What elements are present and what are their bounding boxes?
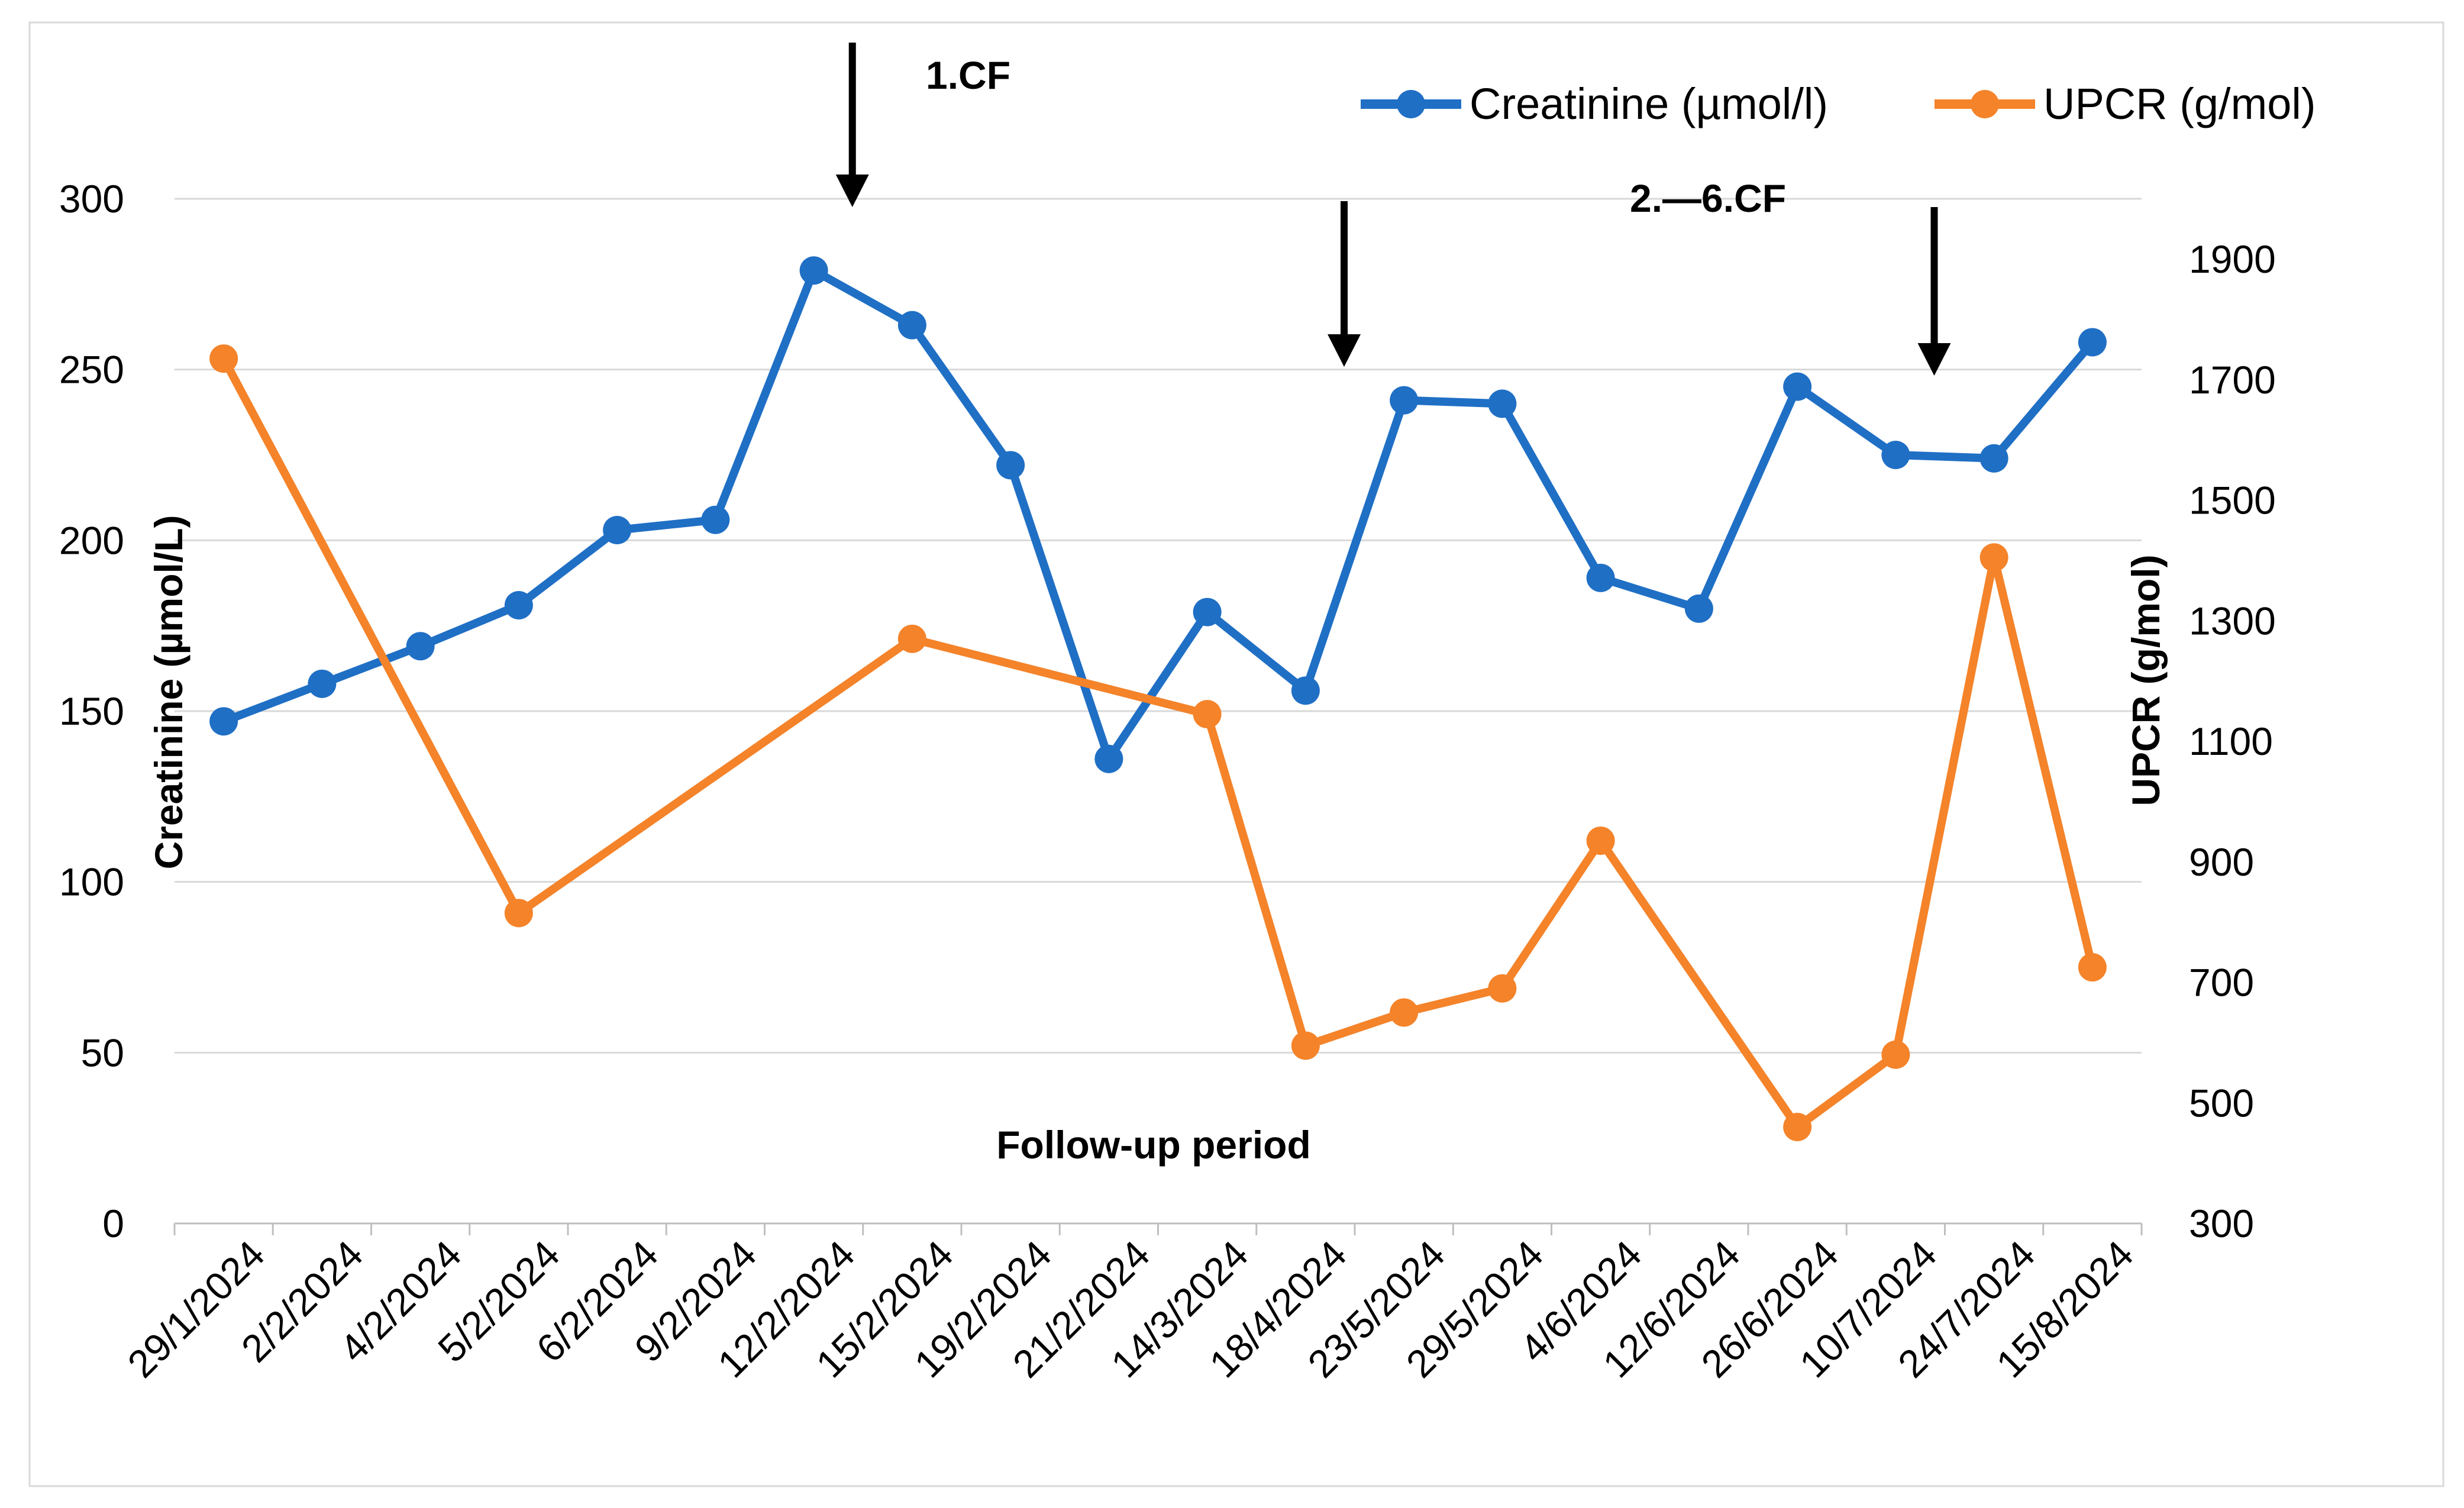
creatinine-point (1193, 598, 1222, 627)
series (209, 256, 2107, 1141)
annotation-2-6cf: 2.—6.CF (1630, 176, 1786, 220)
x-axis-title: Follow-up period (996, 1123, 1311, 1167)
creatinine-point (1586, 563, 1615, 592)
creatinine-point (799, 256, 828, 285)
creatinine-point (603, 516, 632, 545)
creatinine-point (1488, 389, 1517, 418)
creatinine-point (996, 451, 1025, 480)
y2-tick-label: 700 (2189, 961, 2254, 1005)
y-tick-label: 150 (59, 689, 124, 733)
y2-tick-label: 500 (2189, 1081, 2254, 1125)
creatinine-point (1979, 444, 2008, 473)
annotation-1cf: 1.CF (926, 53, 1010, 97)
legend: Creatinine (µmol/l) UPCR (g/mol) (1361, 79, 2316, 128)
upcr-point (1881, 1040, 1910, 1069)
y2-tick-label: 900 (2189, 840, 2254, 884)
y-axis-tick-labels: 0 50 100 150 200 250 300 (59, 177, 124, 1245)
annotation-arrow (1328, 201, 1361, 367)
creatinine-point (1783, 372, 1812, 401)
annotation-arrow (1917, 207, 1951, 376)
arrow-head (1917, 343, 1951, 376)
creatinine-point (701, 505, 730, 534)
chart-frame (28, 21, 2444, 1487)
creatinine-point (1094, 744, 1123, 773)
y2-tick-label: 1300 (2189, 599, 2276, 642)
creatinine-point (209, 707, 238, 736)
y-tick-label: 50 (81, 1031, 124, 1074)
arrow-head (835, 175, 869, 207)
y-tick-label: 100 (59, 860, 124, 904)
x-axis-ticks (173, 1223, 2143, 1235)
creatinine-point (1291, 676, 1320, 705)
upcr-point (209, 344, 238, 373)
creatinine-point (897, 311, 926, 340)
y2-tick-label: 300 (2189, 1202, 2254, 1245)
y2-tick-label: 1100 (2189, 719, 2273, 763)
y-tick-label: 200 (59, 518, 124, 562)
upcr-point (1390, 998, 1419, 1027)
upcr-point (1783, 1113, 1812, 1141)
y-tick-label: 300 (59, 177, 124, 221)
y-tick-label: 0 (102, 1202, 124, 1245)
legend-creatinine-marker (1397, 90, 1425, 118)
upcr-point (1586, 826, 1615, 855)
x-axis-tick-labels: 29/1/20242/2/20244/2/20245/2/20246/2/202… (119, 1232, 2142, 1386)
upcr-point (1488, 974, 1517, 1003)
y2-tick-label: 1700 (2189, 358, 2276, 402)
arrow-head (1328, 334, 1361, 367)
upcr-point (504, 899, 533, 928)
annotation-arrows (835, 43, 1951, 376)
y2-tick-label: 1500 (2189, 479, 2276, 522)
creatinine-point (504, 591, 533, 620)
x-tick-label: 29/1/2024 (119, 1232, 273, 1386)
creatinine-line (219, 266, 2097, 763)
y2-axis-title: UPCR (g/mol) (2124, 554, 2168, 806)
upcr-point (1979, 543, 2008, 572)
legend-creatinine-label: Creatinine (µmol/l) (1470, 79, 1828, 128)
creatinine-point (406, 632, 435, 661)
upcr-point (1193, 700, 1222, 729)
legend-upcr-label: UPCR (g/mol) (2043, 79, 2316, 128)
series-upcr (209, 344, 2107, 1141)
upcr-line (219, 354, 2097, 1131)
creatinine-point (1684, 594, 1713, 623)
y-axis-title: Creatinine (µmol/L) (147, 515, 190, 869)
series-creatinine (209, 256, 2107, 773)
creatinine-point (2078, 328, 2107, 357)
upcr-point (2078, 953, 2107, 982)
creatinine-point (1881, 441, 1910, 469)
creatinine-point (308, 669, 337, 698)
y2-axis-tick-labels: 300 500 700 900 1100 1300 1500 1700 1900 (2189, 237, 2276, 1245)
creatinine-point (1390, 386, 1419, 415)
y2-tick-label: 1900 (2189, 237, 2276, 281)
upcr-point (897, 624, 926, 653)
y-tick-label: 250 (59, 348, 124, 392)
upcr-point (1291, 1031, 1320, 1060)
annotation-arrow (835, 43, 869, 207)
legend-upcr-marker (1971, 90, 1999, 118)
